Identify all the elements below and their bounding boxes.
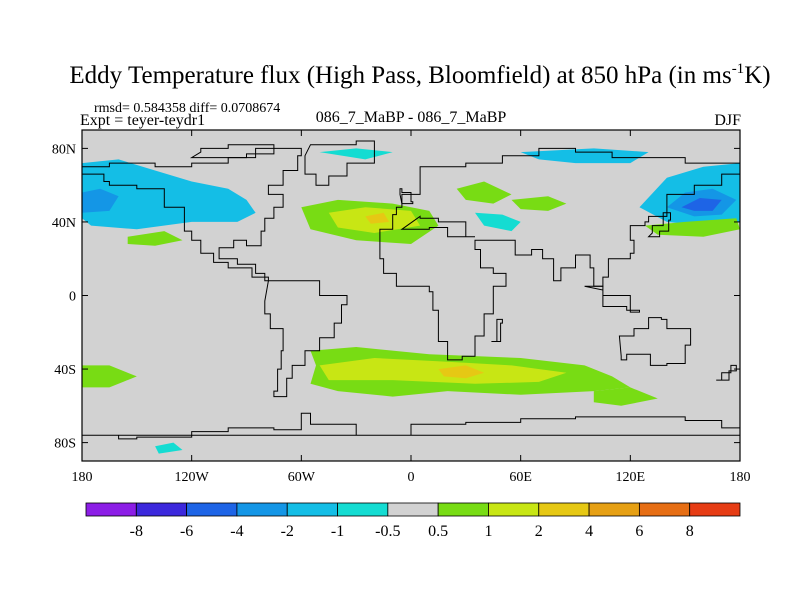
coastline-north-america	[82, 147, 302, 282]
colorbar-swatch	[85, 502, 137, 517]
colorbar-label: -8	[130, 523, 143, 540]
contour-region-north-pacific-neg-core	[82, 188, 119, 213]
colorbar-swatch	[538, 502, 590, 517]
contour-region-west-pacific-neg-peak	[681, 198, 722, 211]
coastline-japan	[647, 212, 671, 238]
coastline-australia	[618, 317, 692, 366]
title-end: K)	[744, 62, 770, 89]
colorbar-swatch	[638, 502, 691, 517]
contour-region-central-asia-neg	[475, 212, 521, 232]
y-tick-label: 80N	[52, 142, 76, 157]
chart-title: Eddy Temperature flux (High Pass, Bloomf…	[69, 61, 770, 89]
colorbar-swatch	[437, 502, 489, 517]
colorbar-label: 1	[484, 523, 492, 540]
x-tick-label: 60E	[509, 470, 532, 485]
coastline-indonesia	[584, 285, 640, 313]
season-label: DJF	[714, 112, 741, 129]
contour-region-atlantic-pos-peak	[365, 212, 390, 224]
colorbar-swatch	[286, 502, 338, 517]
colorbar-swatch	[588, 502, 640, 517]
coastline-uk	[399, 188, 414, 205]
colorbar-swatch	[236, 502, 288, 517]
contour-region-indian-pos	[593, 387, 658, 406]
contour-region-south-pacific-pos	[82, 365, 137, 388]
colorbar-swatch	[387, 502, 439, 517]
x-tick-label: 0	[408, 470, 415, 485]
coastline-antarctica	[82, 412, 740, 440]
contour-fills	[82, 148, 740, 454]
colorbar-label: -2	[281, 523, 294, 540]
coastline-mediterranean	[400, 215, 475, 238]
colorbar-label: -0.5	[375, 523, 400, 540]
y-axis: 80N 40N 0 40S 80S	[52, 142, 740, 452]
y-tick-label: 40S	[54, 363, 76, 378]
y-tick-label: 80S	[54, 437, 76, 452]
x-axis: 180 120W 60W 0 60E 120E 180	[72, 130, 751, 485]
colorbar-swatch	[689, 502, 741, 517]
contour-region-antarctic-neg	[155, 442, 183, 454]
contour-region-subtropic-pacific-pos	[127, 231, 183, 246]
colorbar-swatch	[488, 502, 540, 517]
colorbar-label: 6	[635, 523, 643, 540]
contour-region-north-pacific-pos	[645, 218, 740, 237]
coastline-south-america	[264, 280, 348, 398]
x-tick-label: 60W	[288, 470, 316, 485]
y-tick-label: 0	[69, 290, 76, 305]
colorbar-label: 2	[535, 523, 543, 540]
coastline-greenland	[304, 140, 375, 186]
title-superscript: -1	[732, 61, 745, 77]
stats-label: rmsd= 0.584358 diff= 0.0708674	[94, 101, 280, 116]
case-label: 086_7_MaBP - 086_7_MaBP	[316, 109, 507, 126]
x-tick-label: 120W	[175, 470, 210, 485]
coastline-arctic-islands	[189, 144, 275, 159]
contour-region-asia-pos	[456, 181, 512, 204]
map-area	[82, 130, 740, 461]
y-tick-label: 40N	[52, 216, 76, 231]
colorbar-swatch	[135, 502, 188, 517]
x-tick-label: 120E	[616, 470, 646, 485]
colorbar-label: -4	[230, 523, 243, 540]
contour-region-east-asia-pos	[511, 196, 567, 211]
coastline-new-zealand	[716, 364, 737, 381]
colorbar-swatch	[186, 502, 238, 517]
colorbar-swatch	[337, 502, 389, 517]
contour-region-arctic-neg	[520, 148, 649, 164]
coastlines	[82, 140, 740, 440]
contour-region-north-pacific-neg	[82, 159, 256, 230]
colorbar-label: 4	[585, 523, 593, 540]
x-tick-label: 180	[730, 470, 751, 485]
x-tick-label: 180	[72, 470, 93, 485]
colorbar: -8 -6 -4 -2 -1 -0.5 0.5 1 2 4 6 8	[85, 502, 741, 540]
contour-region-southern-ocean-peak	[438, 365, 485, 379]
colorbar-label: -6	[180, 523, 193, 540]
expt-label: Expt = teyer-teydr1	[80, 112, 205, 129]
colorbar-label: -1	[331, 523, 344, 540]
coastline-madagascar	[491, 318, 503, 342]
colorbar-label: 0.5	[428, 523, 448, 540]
colorbar-label: 8	[686, 523, 694, 540]
